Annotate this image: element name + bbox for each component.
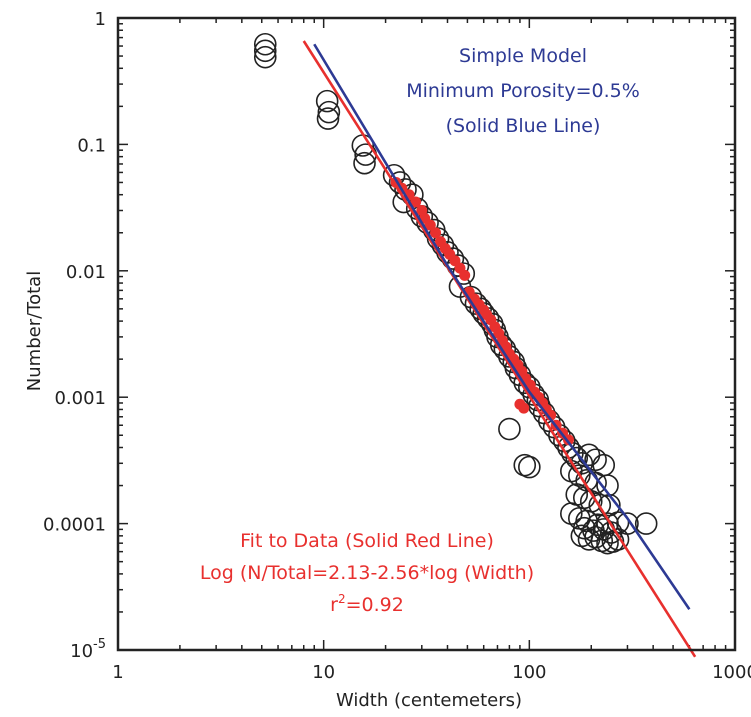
model-annotation-line-2: Minimum Porosity=0.5% (406, 80, 640, 102)
y-tick-label: 1 (95, 9, 106, 30)
r-value: =0.92 (346, 594, 404, 616)
model-annotation-line-1: Simple Model (459, 45, 587, 67)
open-data-point (253, 39, 277, 63)
open-markers (253, 32, 658, 555)
y-tick-label: 0.1 (77, 135, 106, 156)
y-tick-label: 0.001 (54, 388, 106, 409)
open-data-point (606, 528, 630, 551)
open-data-point (353, 151, 376, 175)
open-data-point (253, 32, 277, 56)
r-superscript: 2 (338, 592, 346, 606)
open-data-point (513, 453, 537, 477)
plot-frame (116, 16, 737, 652)
y-tick-label: 0.0001 (43, 515, 106, 536)
model-line (313, 43, 691, 611)
open-data-point (584, 525, 607, 549)
open-data-point (599, 521, 623, 544)
r-symbol: r (330, 594, 338, 616)
open-data-point (596, 474, 619, 497)
filled-data-point (518, 402, 530, 414)
y-tick-label-exponent: -5 (93, 637, 106, 652)
filled-data-point (459, 269, 471, 281)
filled-data-point (410, 196, 422, 208)
open-data-point (316, 107, 340, 130)
fit-line (302, 40, 697, 658)
open-data-point (634, 512, 658, 535)
open-data-point (315, 89, 339, 113)
open-data-point (518, 455, 541, 479)
y-tick-label-base: 10 (70, 641, 93, 662)
x-tick-label: 100 (512, 662, 546, 683)
model-annotation: Simple Model Minimum Porosity=0.5% (Soli… (406, 45, 640, 137)
x-tick-label: 1000 (712, 662, 751, 683)
fit-annotation: Fit to Data (Solid Red Line) Log (N/Tota… (200, 530, 534, 616)
y-tick-label: 10-5 (70, 637, 106, 662)
axis-ticks (117, 18, 735, 651)
y-axis-title: Number/Total (24, 271, 45, 391)
fit-annotation-line-2: Log (N/Total=2.13-2.56*log (Width) (200, 562, 534, 584)
fit-annotation-line-1: Fit to Data (Solid Red Line) (240, 530, 494, 552)
open-data-point (568, 464, 591, 487)
fit-annotation-r-squared: r2=0.92 (330, 592, 404, 616)
model-annotation-line-3: (Solid Blue Line) (446, 115, 601, 137)
y-tick-label: 0.01 (66, 262, 106, 283)
x-tick-label: 10 (312, 662, 335, 683)
filled-data-point (430, 227, 442, 239)
filled-data-point (424, 219, 436, 231)
fit-lines (302, 40, 697, 658)
open-data-point (584, 448, 607, 472)
open-data-point (253, 45, 277, 69)
open-data-point (317, 100, 341, 124)
x-tick-label: 1 (112, 662, 123, 683)
open-data-point (498, 417, 521, 441)
x-axis-title: Width (centemeters) (336, 690, 522, 711)
